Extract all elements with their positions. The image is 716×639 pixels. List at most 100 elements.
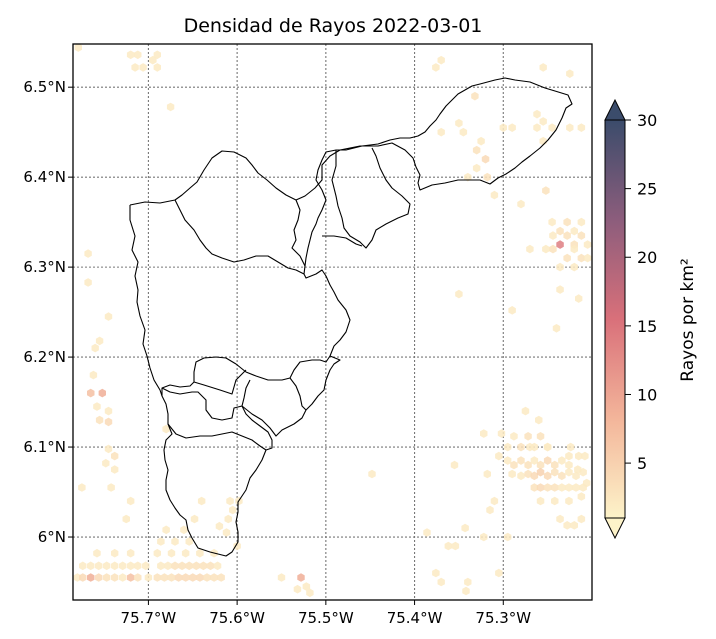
lightning-hexbin	[167, 548, 176, 558]
colorbar-tick-label: 5	[637, 454, 647, 473]
lightning-hexbin	[162, 424, 170, 434]
lightning-hexbin	[174, 573, 183, 582]
lightning-hexbin	[181, 548, 190, 558]
lightning-hexbin	[111, 465, 119, 474]
lightning-hexbin	[472, 145, 481, 155]
lightning-hexbin	[126, 573, 135, 582]
lightning-hexbin	[185, 561, 193, 571]
lightning-hexbin	[139, 63, 147, 72]
boundary-south-c	[167, 423, 267, 451]
lightning-hexbin	[157, 561, 165, 571]
lightning-hexbin	[217, 573, 225, 582]
lightning-hexbin	[293, 584, 302, 594]
lightning-hexbin	[95, 573, 103, 582]
lightning-hexbin	[556, 514, 564, 524]
boundary-northeast-a	[331, 147, 411, 249]
boundary-west-region	[129, 205, 163, 397]
lightning-hexbin	[535, 415, 543, 425]
lightning-hexbin	[508, 469, 516, 479]
lightning-hexbin	[131, 63, 139, 72]
lightning-hexbin	[471, 91, 479, 101]
lightning-hexbin	[483, 469, 491, 479]
lightning-hexbin	[178, 561, 186, 571]
lightning-hexbin	[104, 406, 113, 416]
y-tick-label: 6.3°N	[23, 258, 66, 276]
lightning-hexbin	[539, 117, 547, 126]
lightning-hexbin	[497, 429, 506, 438]
lightning-hexbin	[524, 460, 532, 470]
colorbar-gradient	[605, 120, 625, 518]
lightning-hexbin	[196, 573, 204, 582]
lightning-hexbin	[103, 573, 111, 582]
lightning-hexbin	[480, 429, 488, 438]
lightning-hexbin	[490, 496, 499, 506]
lightning-hexbin	[549, 231, 557, 240]
lightning-hexbin	[455, 289, 463, 299]
lightning-hexbin	[577, 231, 586, 240]
lightning-hexbin	[461, 523, 469, 533]
lightning-hexbin	[548, 217, 556, 227]
lightning-hexbin	[563, 231, 571, 240]
lightning-hexbin	[577, 514, 586, 524]
lightning-hexbin	[153, 50, 161, 60]
lightning-hexbin	[93, 548, 101, 558]
lightning-hexbin	[87, 561, 95, 571]
lightning-hexbin	[87, 388, 95, 398]
lightning-hexbin	[570, 262, 578, 272]
lightning-hexbin	[84, 249, 92, 258]
lightning-hexbin	[552, 324, 561, 333]
lightning-hexbin	[504, 532, 512, 542]
lightning-hexbin	[144, 573, 153, 582]
lightning-hexbin	[517, 199, 525, 209]
lightning-hexbin	[548, 123, 556, 132]
lightning-hexbin	[477, 136, 485, 146]
lightning-hexbin	[499, 123, 507, 132]
lightning-hexbin	[565, 496, 573, 506]
lightning-hexbin	[119, 561, 127, 571]
lightning-hexbin	[78, 483, 86, 492]
lightning-hexbin	[210, 573, 218, 582]
colorbar: 5 10 15 20 25 30 Rayos por km²	[604, 98, 698, 540]
lightning-hexbin	[472, 163, 481, 173]
lightning-hexbin	[229, 505, 237, 515]
lightning-hexbin	[79, 561, 87, 571]
lightning-hexbin	[483, 172, 491, 182]
lightning-hexbin	[180, 525, 188, 535]
lightning-hexbin	[206, 561, 215, 571]
lightning-hexbin	[517, 456, 525, 465]
lightning-hexbin	[565, 467, 573, 477]
lightning-hexbin	[459, 127, 468, 137]
lightning-hexbin	[199, 561, 208, 571]
lightning-hexbin	[432, 63, 440, 72]
lightning-hexbin	[103, 561, 111, 571]
lightning-hexbin	[111, 573, 119, 582]
lightning-hexbin	[171, 537, 179, 546]
y-tick-label: 6.5°N	[23, 78, 66, 96]
lightning-hexbin	[451, 541, 460, 551]
lightning-hexbin	[153, 548, 161, 558]
municipality-boundaries	[129, 77, 573, 557]
lightning-hexbin	[533, 109, 541, 119]
lightning-hexbin	[84, 278, 92, 287]
lightning-hexbin	[480, 532, 488, 542]
lightning-hexbin	[567, 442, 575, 452]
lightning-hexbin	[189, 573, 197, 582]
lightning-hexbin	[536, 467, 545, 477]
lightning-hexbin	[89, 370, 98, 380]
lightning-hexbin	[583, 253, 592, 263]
lightning-hexbin	[153, 573, 161, 582]
lightning-hexbin	[533, 123, 541, 132]
lightning-hexbin	[119, 573, 127, 582]
lightning-hexbin	[539, 63, 547, 72]
lightning-hexbin	[570, 521, 578, 530]
lightning-hexbin	[490, 190, 499, 200]
lightning-hexbin	[556, 262, 564, 272]
lightning-hexbin	[521, 406, 530, 416]
map-title: Densidad de Rayos 2022-03-01	[184, 15, 483, 37]
lightning-hexbin	[543, 456, 552, 465]
colorbar-ticks: 5 10 15 20 25 30	[625, 111, 657, 473]
lightning-hexbin	[524, 469, 532, 479]
lightning-hexbin	[233, 541, 241, 551]
lightning-hexbin	[558, 483, 566, 492]
lightning-hexbin	[563, 217, 571, 227]
